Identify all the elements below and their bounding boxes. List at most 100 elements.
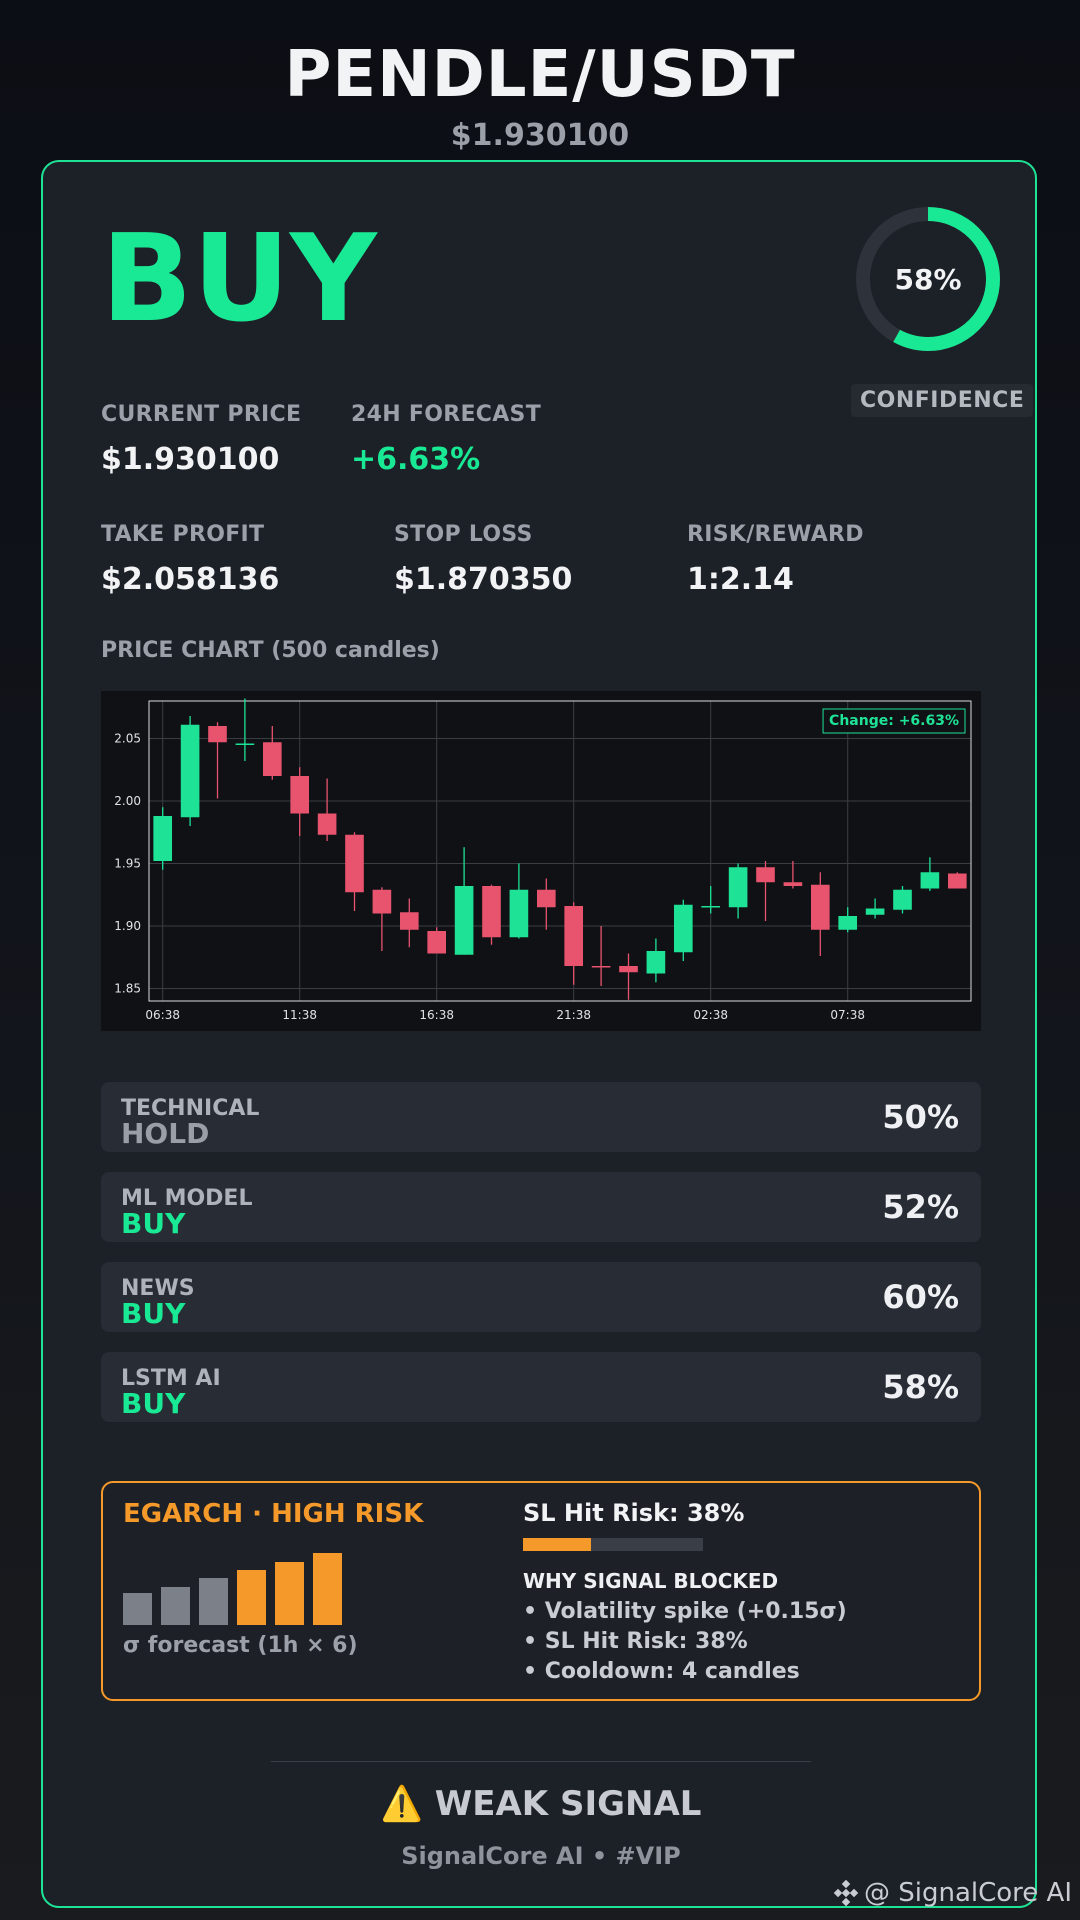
change-annotation-box	[822, 708, 966, 734]
component-pct: 50%	[882, 1098, 959, 1136]
candle-body	[153, 816, 173, 861]
diamond-logo-icon	[833, 1879, 859, 1907]
candle-body	[564, 906, 584, 966]
component-pct: 60%	[882, 1278, 959, 1316]
why-blocked-title: WHY SIGNAL BLOCKED	[523, 1569, 779, 1593]
candle-body	[262, 742, 282, 776]
candle-body	[673, 904, 693, 953]
candle-body	[920, 872, 940, 889]
candle-body	[235, 743, 255, 745]
y-tick-label: 1.95	[114, 857, 141, 871]
candle-body	[619, 966, 638, 973]
watermark-text: @ SignalCore AI	[863, 1878, 1072, 1908]
confidence-value: 58%	[894, 262, 962, 296]
candle-body	[208, 726, 227, 743]
sl-risk-bar-fill	[523, 1538, 592, 1551]
sigma-bar	[237, 1570, 266, 1625]
candle-body	[646, 951, 666, 974]
candle-body	[399, 912, 419, 930]
candle-body	[893, 889, 912, 910]
candle-body	[372, 889, 392, 914]
confidence-gauge	[856, 207, 1000, 351]
x-tick-label: 02:38	[693, 1008, 728, 1022]
candle-body	[317, 813, 337, 835]
sigma-bar	[123, 1593, 152, 1625]
x-tick-label: 11:38	[282, 1008, 317, 1022]
candle-body	[482, 886, 501, 938]
candle-body	[783, 882, 803, 886]
x-tick-label: 07:38	[830, 1008, 865, 1022]
component-name: TECHNICAL	[121, 1096, 260, 1121]
risk-title: EGARCH · HIGH RISK	[123, 1499, 424, 1529]
candle-body	[865, 908, 885, 915]
component-row-news: NEWS BUY 60%	[101, 1262, 981, 1332]
candle-body	[290, 776, 310, 814]
sigma-bar	[275, 1562, 304, 1625]
take-profit-label: TAKE PROFIT	[101, 522, 265, 547]
why-item: • Volatility spike (+0.15σ)	[523, 1599, 847, 1624]
watermark: @ SignalCore AI	[832, 1878, 1072, 1908]
x-tick-label: 16:38	[419, 1008, 454, 1022]
x-tick-label: 21:38	[556, 1008, 591, 1022]
candle-body	[180, 724, 200, 818]
component-row-technical: TECHNICAL HOLD 50%	[101, 1082, 981, 1152]
candle-body	[756, 867, 775, 883]
candle-body	[838, 916, 858, 930]
sigma-forecast-bars	[123, 1553, 343, 1625]
signal-card: BUY 58% CONFIDENCE CURRENT PRICE $1.9301…	[41, 160, 1037, 1908]
component-signal: HOLD	[121, 1117, 210, 1150]
y-tick-label: 1.90	[114, 919, 141, 933]
why-item: • SL Hit Risk: 38%	[523, 1629, 748, 1654]
candle-body	[509, 889, 529, 938]
x-tick-label: 06:38	[145, 1008, 180, 1022]
sl-risk-title: SL Hit Risk: 38%	[523, 1499, 745, 1527]
candle-body	[536, 889, 556, 908]
brand-label: SignalCore AI • #VIP	[401, 1842, 681, 1870]
signal-action: BUY	[101, 210, 377, 349]
y-tick-label: 2.00	[114, 794, 141, 808]
component-row-ml-model: ML MODEL BUY 52%	[101, 1172, 981, 1242]
gauge-arc	[856, 207, 1000, 351]
candle-body	[947, 873, 967, 889]
component-pct: 58%	[882, 1368, 959, 1406]
stop-loss-label: STOP LOSS	[394, 522, 533, 547]
candle-body	[345, 834, 364, 893]
sigma-bar	[161, 1587, 190, 1625]
forecast-value: +6.63%	[351, 442, 481, 477]
candle-body	[427, 931, 447, 954]
component-signal: BUY	[121, 1387, 186, 1420]
forecast-label: 24H FORECAST	[351, 402, 542, 427]
component-signal: BUY	[121, 1207, 186, 1240]
pair-price: $1.930100	[450, 118, 630, 153]
current-price-label: CURRENT PRICE	[101, 402, 302, 427]
change-annotation: Change: +6.63%	[829, 713, 959, 729]
risk-panel: EGARCH · HIGH RISK σ forecast (1h × 6) S…	[101, 1481, 981, 1701]
component-signal: BUY	[121, 1297, 186, 1330]
sigma-bar	[313, 1553, 342, 1625]
component-name: ML MODEL	[121, 1186, 253, 1211]
current-price-value: $1.930100	[101, 442, 280, 477]
chart-label: PRICE CHART (500 candles)	[101, 638, 440, 663]
weak-signal-label: ⚠️ WEAK SIGNAL	[380, 1784, 702, 1824]
pair-title: PENDLE/USDT	[284, 38, 796, 112]
y-tick-label: 1.85	[114, 982, 141, 996]
price-chart: 1.85 1.90 1.95 2.00 2.05 06:38 11:38 16:38 21:38…	[101, 691, 981, 1031]
y-tick-label: 2.05	[114, 732, 141, 746]
component-pct: 52%	[882, 1188, 959, 1226]
stop-loss-value: $1.870350	[394, 562, 573, 597]
candle-body	[701, 906, 721, 908]
sigma-label: σ forecast (1h × 6)	[123, 1633, 358, 1658]
confidence-label: CONFIDENCE	[851, 384, 1034, 417]
component-row-lstm-ai: LSTM AI BUY 58%	[101, 1352, 981, 1422]
sigma-bar	[199, 1578, 228, 1625]
component-name: NEWS	[121, 1276, 195, 1301]
candle-body	[810, 884, 830, 930]
candle-body	[728, 867, 748, 908]
footer-divider	[271, 1761, 811, 1762]
risk-reward-label: RISK/REWARD	[687, 522, 864, 547]
candle-body	[591, 966, 611, 968]
candle-body	[454, 886, 474, 955]
why-item: • Cooldown: 4 candles	[523, 1659, 800, 1684]
chart-frame	[148, 700, 972, 1002]
component-name: LSTM AI	[121, 1366, 221, 1391]
